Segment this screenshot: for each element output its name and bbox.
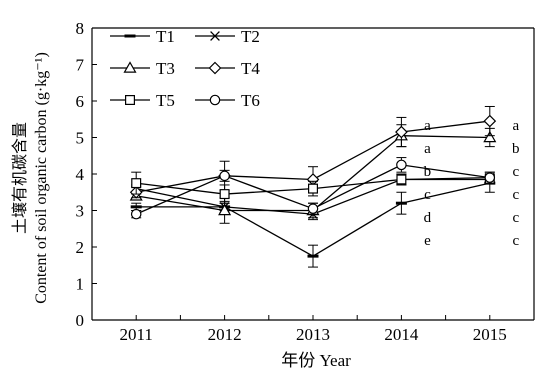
legend: T1 T2 T3 T4 T5 T6 [110, 27, 260, 110]
significance-letter: c [512, 210, 519, 226]
data-point [219, 170, 230, 182]
x-tick-label: 2015 [473, 325, 507, 344]
legend-label: T3 [156, 59, 175, 78]
y-tick-label: 5 [76, 129, 85, 148]
y-axis-title-cn: 土壤有机碳含量 [10, 122, 29, 234]
data-point [396, 159, 407, 171]
x-tick-label: 2012 [208, 325, 242, 344]
y-tick-label: 8 [76, 19, 85, 38]
legend-marker [209, 94, 221, 106]
y-tick-label: 3 [76, 202, 85, 221]
data-point [483, 114, 497, 128]
y-axis-title-en: Content of soil organic carbon (g·kg⁻¹) [33, 52, 50, 304]
data-point [218, 203, 232, 216]
y-tick-label: 6 [76, 92, 85, 111]
legend-item-t2: T2 [195, 27, 260, 46]
cross-stroke [210, 31, 220, 41]
legend-marker [124, 94, 135, 105]
data-point [483, 130, 497, 143]
y-axis-title-group: 土壤有机碳含量 [10, 122, 29, 234]
legend-marker [210, 31, 220, 41]
legend-marker [123, 61, 137, 73]
data-point [395, 125, 408, 139]
significance-letter: b [424, 164, 432, 180]
x-tick-label: 2011 [120, 325, 153, 344]
x-axis-title: 年份 Year [281, 351, 351, 370]
significance-letter: d [424, 210, 432, 226]
data-point [396, 174, 407, 185]
significance-letter: c [512, 164, 519, 180]
significance-letter: c [512, 233, 519, 249]
legend-item-t1: T1 [110, 27, 175, 46]
y-tick-label: 7 [76, 56, 85, 75]
series-t6 [130, 157, 496, 220]
data-point [130, 208, 142, 220]
data-point [131, 178, 142, 189]
y-tick-label: 2 [76, 238, 85, 257]
legend-label: T2 [241, 27, 260, 46]
legend-item-t6: T6 [195, 91, 260, 110]
x-tick-label: 2013 [296, 325, 330, 344]
data-point [308, 183, 319, 194]
y-tick-label: 4 [76, 165, 85, 184]
legend-item-t5: T5 [110, 91, 175, 110]
y-tick-label: 0 [76, 311, 85, 330]
significance-letter: e [424, 233, 431, 249]
significance-letter: b [512, 141, 520, 157]
x-tick-label: 2014 [384, 325, 419, 344]
legend-item-t3: T3 [110, 59, 175, 78]
significance-letter: a [424, 141, 431, 157]
data-point [219, 189, 230, 200]
significance-letter: a [424, 118, 431, 134]
series-t4 [129, 105, 497, 199]
significance-letter: c [512, 187, 519, 203]
y-tick-label: 1 [76, 275, 85, 294]
significance-letter: c [424, 187, 431, 203]
legend-label: T1 [156, 27, 175, 46]
legend-item-t4: T4 [195, 59, 260, 78]
legend-label: T4 [241, 59, 260, 78]
legend-marker [208, 61, 222, 75]
significance-letter: a [512, 118, 519, 134]
legend-label: T6 [241, 91, 260, 110]
axes: 0 1 2 3 4 5 6 7 8 2011 2012 2013 2014 2015 [76, 19, 535, 344]
data-point [484, 172, 496, 183]
y-axis-title-en-group: Content of soil organic carbon (g·kg⁻¹) [33, 52, 50, 304]
legend-label: T5 [156, 91, 175, 110]
data-point [307, 203, 319, 214]
series-layer [129, 105, 497, 268]
